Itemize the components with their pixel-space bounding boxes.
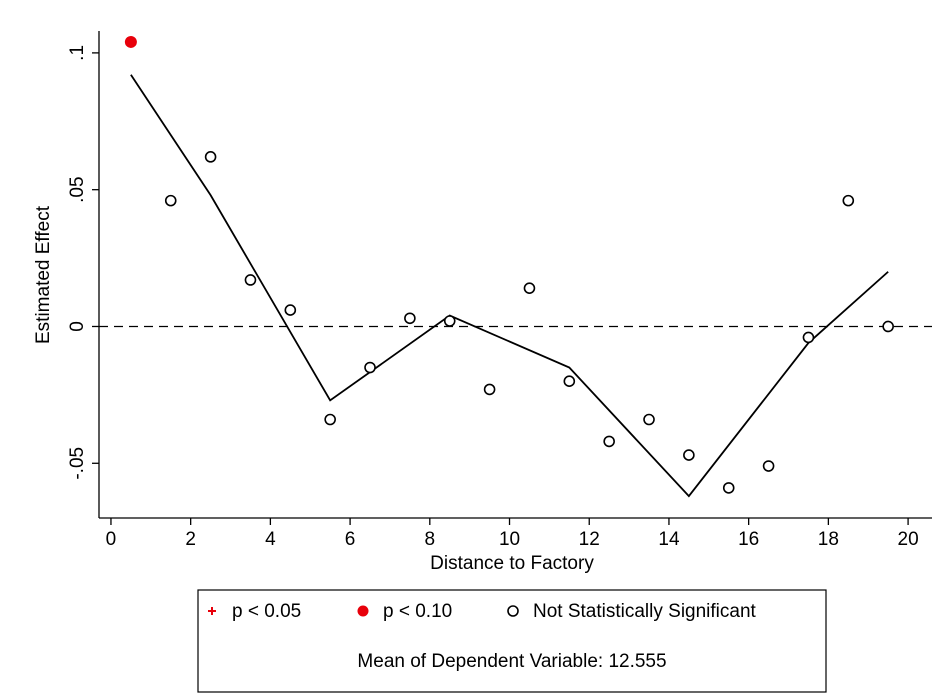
x-tick-label: 18 <box>818 529 839 550</box>
legend-box <box>197 589 827 693</box>
legend-note: Mean of Dependent Variable: 12.555 <box>357 651 666 672</box>
data-point-not-significant <box>284 304 297 316</box>
data-point-not-significant <box>762 460 775 472</box>
fit-line <box>130 74 889 498</box>
x-tick-label: 6 <box>345 529 356 550</box>
data-point-significant-010 <box>124 35 137 48</box>
data-point-not-significant <box>204 151 217 163</box>
data-point-not-significant <box>443 315 456 327</box>
data-point-not-significant <box>164 194 177 207</box>
legend: p < 0.05 p < 0.10 Not Statistically Signif… <box>197 589 827 693</box>
data-point-not-significant <box>523 282 536 294</box>
y-tick-label: .1 <box>67 45 88 61</box>
y-tick-label: .05 <box>67 176 88 202</box>
data-point-not-significant <box>244 274 257 286</box>
data-point-not-significant <box>603 435 615 448</box>
legend-marker-filled-circle <box>357 605 369 617</box>
axes-layer: 0 2 4 6 8 10 12 14 16 18 20 -.05 0 .05 .1 <box>67 31 932 550</box>
points-layer <box>124 35 894 494</box>
data-point-not-significant <box>364 361 376 374</box>
x-tick-label: 4 <box>265 529 276 550</box>
x-tick-label: 12 <box>579 529 600 550</box>
fit-line-layer <box>130 74 889 498</box>
y-axis-title: Estimated Effect <box>33 205 54 344</box>
data-point-not-significant <box>563 375 576 388</box>
data-point-not-significant <box>643 413 655 426</box>
x-tick-label: 2 <box>185 529 196 550</box>
x-tick-label: 16 <box>738 529 759 550</box>
data-point-not-significant <box>722 482 735 494</box>
legend-marker-hollow-circle <box>507 605 519 617</box>
y-tick-label: 0 <box>67 321 88 332</box>
data-point-not-significant <box>483 383 496 396</box>
data-point-not-significant <box>882 320 894 333</box>
legend-marker-plus <box>208 607 216 615</box>
x-tick-label: 14 <box>658 529 680 550</box>
data-point-not-significant <box>842 194 855 207</box>
x-tick-label: 10 <box>499 529 520 550</box>
legend-entries: p < 0.05 p < 0.10 Not Statistically Signif… <box>208 601 757 622</box>
data-point-not-significant <box>404 312 416 325</box>
data-point-not-significant <box>683 449 695 461</box>
x-axis-title: Distance to Factory <box>430 553 594 574</box>
legend-label: p < 0.10 <box>383 601 452 622</box>
legend-label: p < 0.05 <box>232 601 301 622</box>
x-tick-label: 8 <box>425 529 436 550</box>
y-tick-label: -.05 <box>67 447 88 480</box>
legend-label: Not Statistically Significant <box>533 601 757 622</box>
x-tick-label: 0 <box>106 529 117 550</box>
x-tick-label: 20 <box>898 529 919 550</box>
data-point-not-significant <box>802 331 815 344</box>
data-point-not-significant <box>324 413 336 426</box>
